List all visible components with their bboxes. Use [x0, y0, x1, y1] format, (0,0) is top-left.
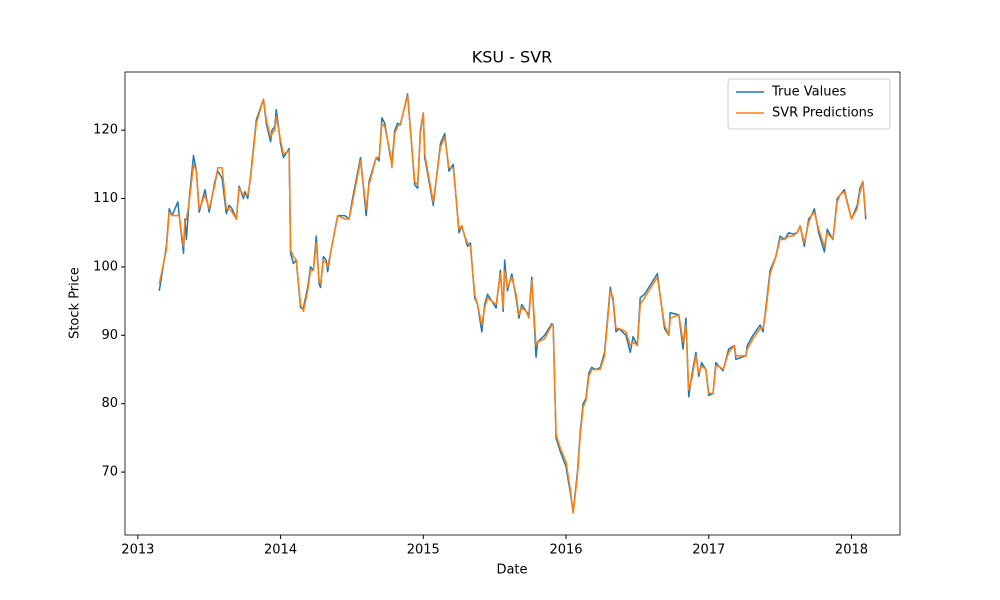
y-axis-label: Stock Price	[68, 267, 83, 339]
plot-frame	[124, 71, 901, 536]
data-line	[158, 95, 867, 514]
legend-label: True Values	[771, 85, 846, 100]
legend-label: SVR Predictions	[772, 106, 874, 121]
y-tick-label: 120	[93, 123, 118, 138]
y-tick-label: 80	[101, 396, 118, 411]
x-tick-label: 2014	[264, 543, 297, 558]
y-tick-label: 70	[101, 465, 118, 480]
legend-box	[727, 78, 891, 130]
x-tick-label: 2013	[121, 543, 154, 558]
y-tick-label: 100	[93, 259, 118, 274]
x-axis-label: Date	[496, 563, 527, 578]
chart-title: KSU - SVR	[472, 48, 553, 67]
x-tick-label: 2016	[549, 543, 582, 558]
x-tick-label: 2018	[835, 543, 868, 558]
x-tick-label: 2015	[407, 543, 440, 558]
y-tick-label: 90	[101, 328, 118, 343]
x-tick-label: 2017	[692, 543, 725, 558]
y-tick-label: 110	[93, 191, 118, 206]
